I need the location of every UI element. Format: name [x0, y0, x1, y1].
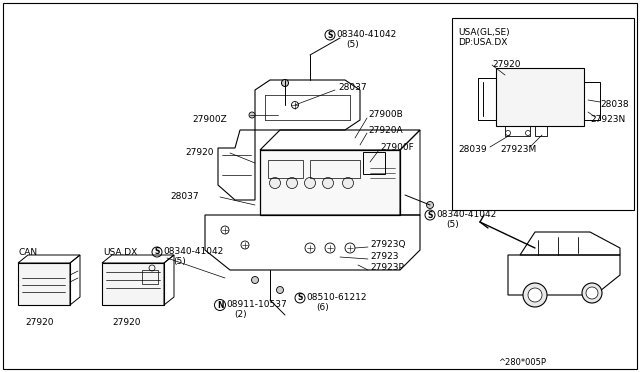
- Circle shape: [325, 30, 335, 40]
- Circle shape: [323, 177, 333, 189]
- Text: 27920: 27920: [492, 60, 520, 69]
- Circle shape: [252, 276, 259, 283]
- Text: (5): (5): [346, 40, 359, 49]
- Text: USA(GL,SE): USA(GL,SE): [458, 28, 509, 37]
- Text: 28037: 28037: [338, 83, 367, 92]
- Text: S: S: [154, 247, 160, 257]
- Text: S: S: [327, 31, 333, 39]
- Text: S: S: [298, 294, 303, 302]
- Bar: [268, 160, 303, 178]
- Bar: [363, 152, 385, 174]
- Circle shape: [582, 283, 602, 303]
- Circle shape: [586, 287, 598, 299]
- Bar: [142, 270, 158, 284]
- Circle shape: [528, 288, 542, 302]
- Circle shape: [221, 226, 229, 234]
- Text: 08911-10537: 08911-10537: [226, 300, 287, 309]
- Text: 27923P: 27923P: [370, 263, 404, 272]
- Text: 28037: 28037: [170, 192, 198, 201]
- Bar: [260, 150, 400, 215]
- Circle shape: [425, 210, 435, 220]
- Text: 27900F: 27900F: [380, 143, 413, 152]
- Text: 27920: 27920: [25, 318, 54, 327]
- Bar: [452, 18, 634, 210]
- Text: USA.DX: USA.DX: [103, 248, 137, 257]
- Bar: [496, 68, 584, 126]
- Circle shape: [249, 112, 255, 118]
- Text: DP:USA.DX: DP:USA.DX: [458, 38, 508, 47]
- Circle shape: [269, 177, 280, 189]
- Bar: [505, 126, 530, 136]
- Circle shape: [525, 131, 531, 135]
- Circle shape: [291, 102, 298, 109]
- Circle shape: [523, 283, 547, 307]
- Text: 27920: 27920: [185, 148, 214, 157]
- Circle shape: [295, 293, 305, 303]
- Circle shape: [305, 243, 315, 253]
- Text: 27920: 27920: [112, 318, 141, 327]
- Text: (5): (5): [173, 257, 186, 266]
- Text: 08340-41042: 08340-41042: [336, 30, 396, 39]
- Bar: [584, 82, 600, 120]
- Circle shape: [325, 243, 335, 253]
- Text: (2): (2): [234, 310, 246, 319]
- Circle shape: [152, 247, 162, 257]
- Text: (5): (5): [446, 220, 459, 229]
- Circle shape: [287, 177, 298, 189]
- Circle shape: [506, 131, 511, 135]
- Text: ^280*005P: ^280*005P: [498, 358, 546, 367]
- Text: 08340-41042: 08340-41042: [163, 247, 223, 256]
- Text: 27923N: 27923N: [590, 115, 625, 124]
- Text: 08510-61212: 08510-61212: [306, 293, 367, 302]
- Text: 27920A: 27920A: [368, 126, 403, 135]
- Text: N: N: [217, 301, 223, 310]
- Text: 28039: 28039: [458, 145, 486, 154]
- Bar: [18, 263, 70, 305]
- Circle shape: [282, 80, 289, 87]
- Text: 27923: 27923: [370, 252, 399, 261]
- Text: 27900B: 27900B: [368, 110, 403, 119]
- Circle shape: [214, 299, 225, 311]
- Circle shape: [276, 286, 284, 294]
- Bar: [310, 160, 360, 178]
- Text: CAN: CAN: [18, 248, 37, 257]
- Circle shape: [241, 241, 249, 249]
- Text: 28038: 28038: [600, 100, 628, 109]
- Circle shape: [345, 243, 355, 253]
- Text: 08340-41042: 08340-41042: [436, 210, 496, 219]
- Circle shape: [305, 177, 316, 189]
- Text: S: S: [428, 211, 433, 219]
- Text: 27923M: 27923M: [500, 145, 536, 154]
- Text: 27900Z: 27900Z: [192, 115, 227, 124]
- Circle shape: [426, 202, 433, 208]
- Text: 27923Q: 27923Q: [370, 240, 406, 249]
- Circle shape: [342, 177, 353, 189]
- Bar: [535, 126, 547, 136]
- Bar: [102, 263, 164, 305]
- Text: (6): (6): [316, 303, 329, 312]
